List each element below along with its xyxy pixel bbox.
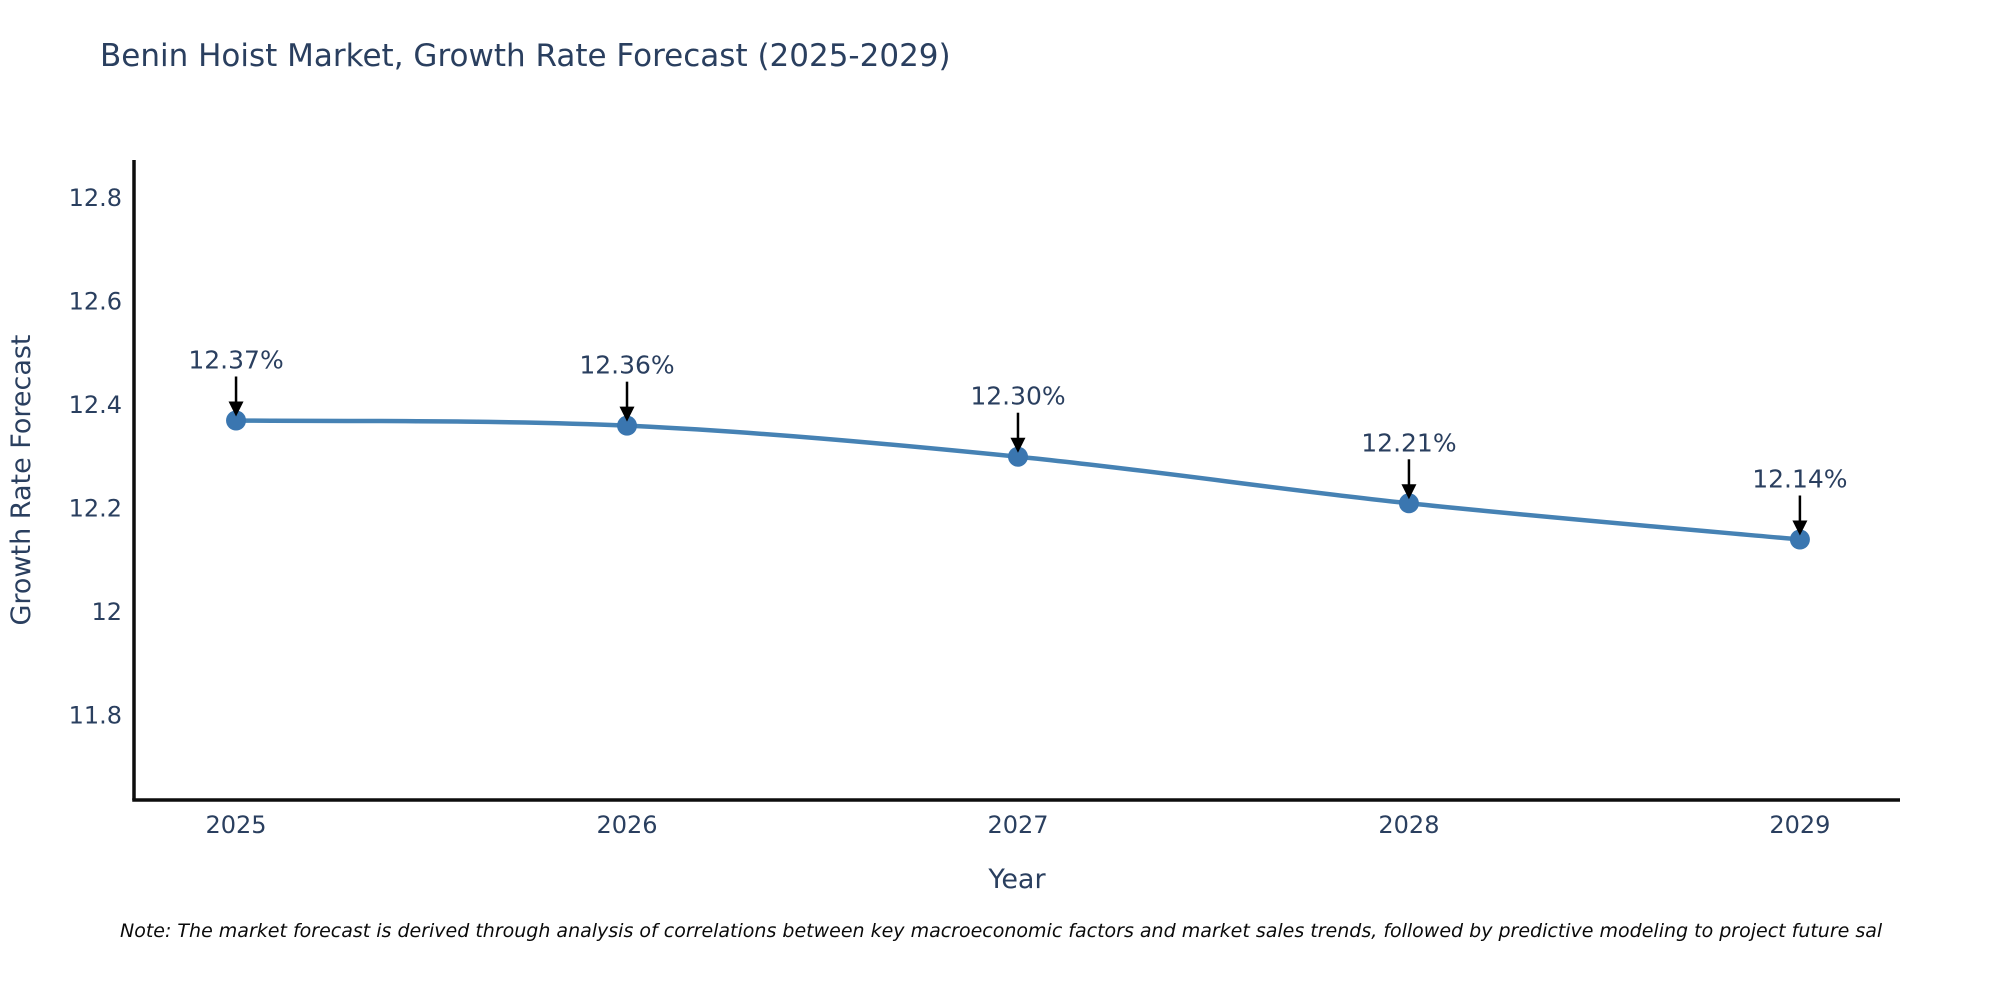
annotation-arrow-head <box>1010 437 1026 453</box>
point-value-label: 12.21% <box>1361 428 1456 457</box>
chart-title: Benin Hoist Market, Growth Rate Forecast… <box>100 38 951 74</box>
x-axis-title: Year <box>987 864 1046 895</box>
footnote: Note: The market forecast is derived thr… <box>120 920 1883 942</box>
data-point-marker <box>1398 493 1419 514</box>
x-tick-label: 2029 <box>1769 811 1830 839</box>
annotation-arrow-head <box>1401 484 1417 500</box>
point-value-label: 12.36% <box>579 351 674 380</box>
data-point-marker <box>1007 446 1028 467</box>
y-tick-label: 12.6 <box>69 287 122 315</box>
x-tick-label: 2027 <box>987 811 1048 839</box>
y-tick-label: 12.4 <box>69 391 122 419</box>
y-axis-title: Growth Rate Forecast <box>6 334 37 625</box>
annotation-arrow-head <box>1792 520 1808 536</box>
y-tick-label: 12.8 <box>69 184 122 212</box>
point-value-label: 12.14% <box>1752 465 1847 494</box>
x-tick-label: 2026 <box>596 811 657 839</box>
y-tick-label: 12 <box>91 598 122 626</box>
y-tick-label: 12.2 <box>69 494 122 522</box>
y-tick-label: 11.8 <box>69 701 122 729</box>
x-tick-label: 2025 <box>206 811 267 839</box>
point-value-label: 12.37% <box>188 345 283 374</box>
point-value-label: 12.30% <box>970 382 1065 411</box>
annotation-arrow-head <box>228 401 244 417</box>
annotation-arrow-head <box>619 406 635 422</box>
data-point-marker <box>226 410 247 431</box>
data-point-marker <box>617 415 638 436</box>
x-tick-label: 2028 <box>1378 811 1439 839</box>
data-point-marker <box>1789 529 1810 550</box>
